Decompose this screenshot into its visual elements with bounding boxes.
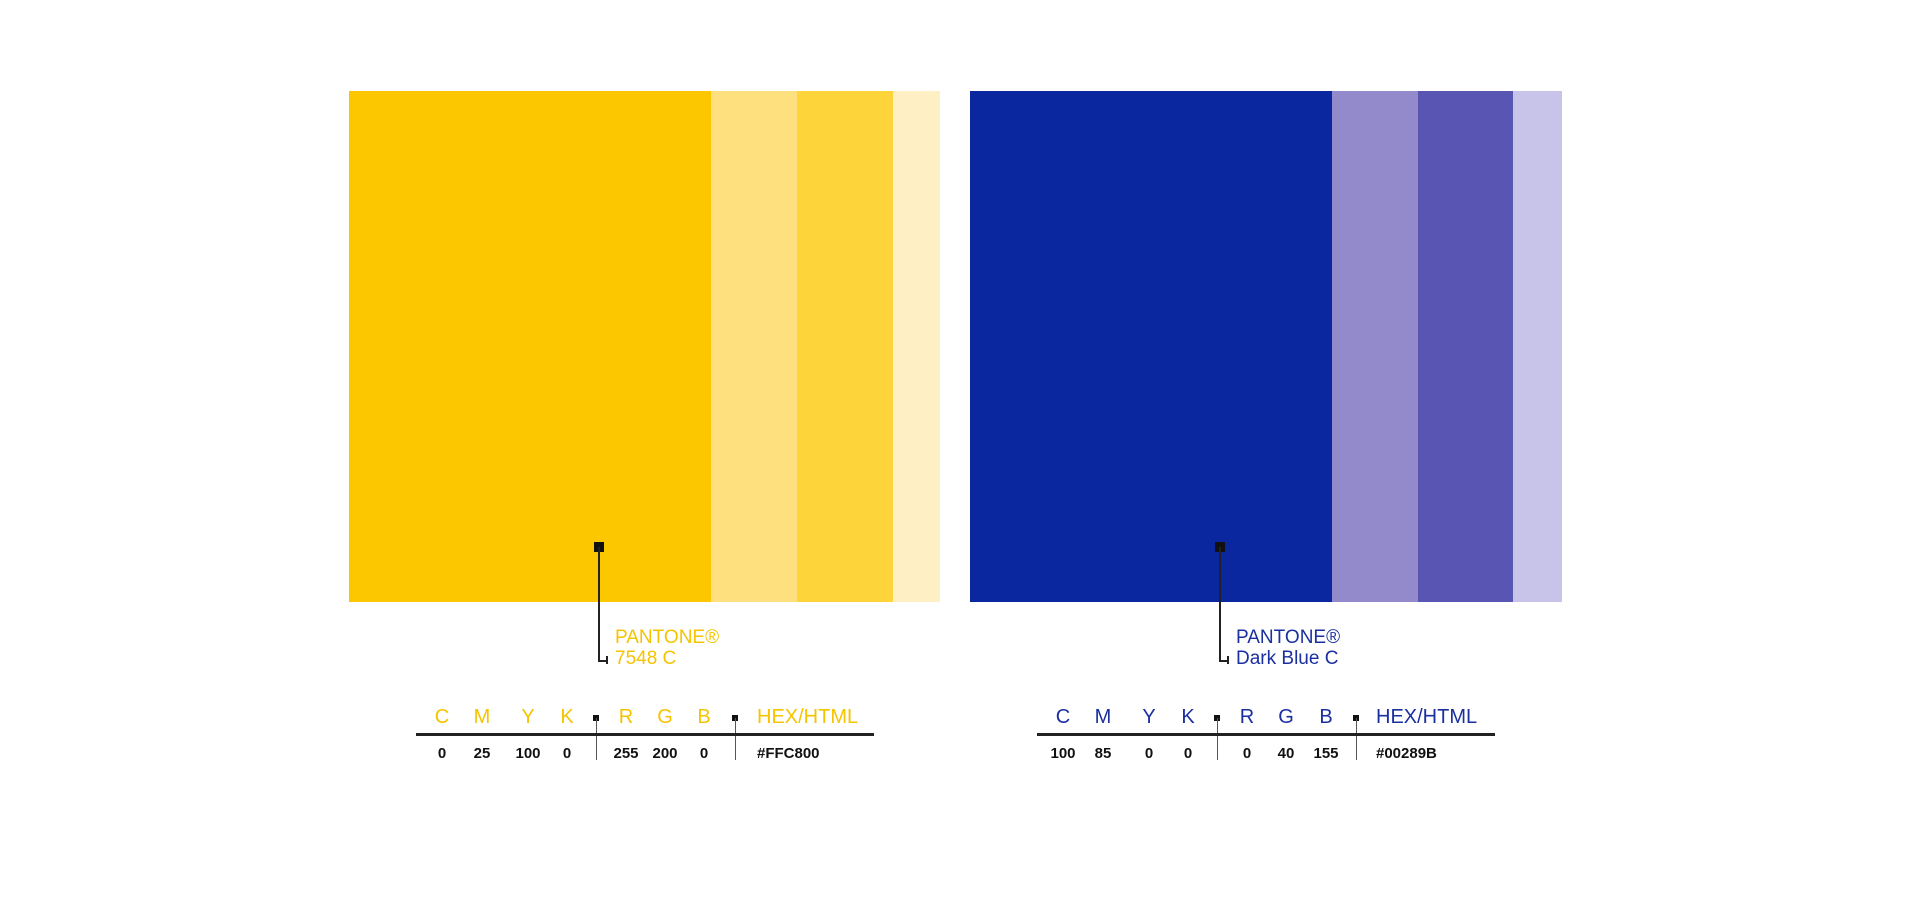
leader-tick — [606, 656, 608, 664]
table-rule — [1037, 733, 1495, 736]
value-m: 25 — [473, 745, 491, 762]
swatch-primary — [970, 91, 1332, 602]
leader-line — [1219, 547, 1221, 662]
value-y: 100 — [515, 745, 541, 762]
separator-line — [735, 718, 736, 760]
header-r: R — [618, 706, 634, 728]
value-y: 0 — [1144, 745, 1154, 762]
swatch-primary — [349, 91, 711, 602]
separator-line — [1217, 718, 1218, 760]
header-hex: HEX/HTML — [757, 706, 859, 728]
header-g: G — [657, 706, 673, 728]
value-k: 0 — [562, 745, 572, 762]
header-hex: HEX/HTML — [1376, 706, 1478, 728]
header-b: B — [1319, 706, 1333, 728]
value-m: 85 — [1094, 745, 1112, 762]
value-c: 100 — [1050, 745, 1076, 762]
header-c: C — [434, 706, 450, 728]
separator-line — [596, 718, 597, 760]
value-k: 0 — [1183, 745, 1193, 762]
header-y: Y — [521, 706, 535, 728]
pantone-label: PANTONE® — [1236, 627, 1341, 648]
value-hex: #FFC800 — [757, 745, 820, 762]
swatch-tint-medium — [797, 91, 893, 602]
leader-tick — [1227, 656, 1229, 664]
header-m: M — [473, 706, 491, 728]
swatch-tint-pale — [893, 91, 940, 602]
leader-line — [598, 547, 600, 662]
header-g: G — [1278, 706, 1294, 728]
swatch-tint-pale — [1513, 91, 1562, 602]
separator-line — [1356, 718, 1357, 760]
pantone-name: 7548 C — [615, 648, 677, 669]
header-y: Y — [1142, 706, 1156, 728]
leader-hook — [598, 660, 606, 662]
header-r: R — [1239, 706, 1255, 728]
value-g: 40 — [1277, 745, 1295, 762]
value-r: 0 — [1242, 745, 1252, 762]
header-b: B — [697, 706, 711, 728]
header-k: K — [560, 706, 574, 728]
value-c: 0 — [437, 745, 447, 762]
swatch-tint-light — [711, 91, 797, 602]
value-b: 155 — [1313, 745, 1339, 762]
swatch-tint-medium — [1418, 91, 1513, 602]
header-k: K — [1181, 706, 1195, 728]
table-rule — [416, 733, 874, 736]
leader-hook — [1219, 660, 1227, 662]
value-r: 255 — [613, 745, 639, 762]
pantone-label: PANTONE® — [615, 627, 720, 648]
value-b: 0 — [699, 745, 709, 762]
value-hex: #00289B — [1376, 745, 1437, 762]
swatch-tint-light — [1332, 91, 1418, 602]
header-c: C — [1055, 706, 1071, 728]
pantone-name: Dark Blue C — [1236, 648, 1339, 669]
header-m: M — [1094, 706, 1112, 728]
value-g: 200 — [652, 745, 678, 762]
